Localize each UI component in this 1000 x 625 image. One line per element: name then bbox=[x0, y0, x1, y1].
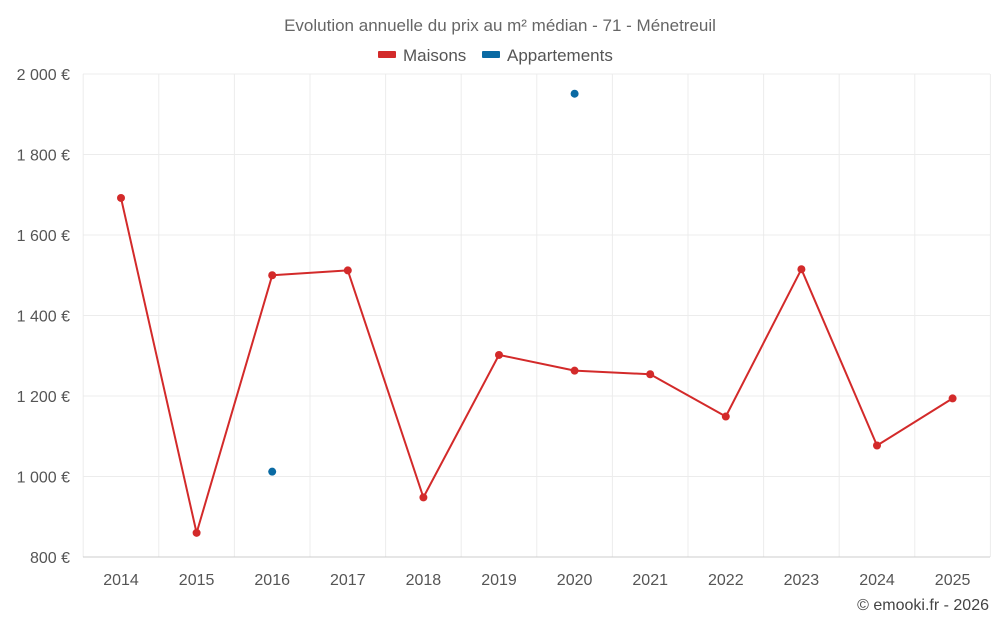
y-tick-label: 1 000 € bbox=[17, 470, 70, 487]
legend-item-appartements[interactable]: Appartements bbox=[482, 46, 613, 65]
data-point-maisons-2018[interactable] bbox=[419, 493, 428, 502]
legend-label-maisons: Maisons bbox=[403, 46, 466, 65]
x-tick-label: 2023 bbox=[784, 572, 820, 589]
x-tick-label: 2025 bbox=[935, 572, 971, 589]
data-point-maisons-2016[interactable] bbox=[268, 271, 277, 280]
data-point-maisons-2017[interactable] bbox=[343, 266, 352, 275]
x-tick-label: 2017 bbox=[330, 572, 366, 589]
y-tick-label: 1 200 € bbox=[17, 389, 70, 406]
legend-swatch-maisons bbox=[378, 51, 396, 58]
x-tick-label: 2016 bbox=[254, 572, 290, 589]
y-tick-label: 1 800 € bbox=[17, 148, 70, 165]
data-point-maisons-2022[interactable] bbox=[721, 412, 730, 421]
data-point-maisons-2015[interactable] bbox=[192, 528, 201, 537]
x-tick-label: 2015 bbox=[179, 572, 215, 589]
y-tick-label: 1 600 € bbox=[17, 228, 70, 245]
legend-swatch-appartements bbox=[482, 51, 500, 58]
data-point-maisons-2019[interactable] bbox=[495, 350, 503, 359]
data-point-maisons-2014[interactable] bbox=[117, 193, 125, 202]
credit-text: © emooki.fr - 2026 bbox=[857, 597, 989, 614]
x-tick-label: 2021 bbox=[632, 572, 668, 589]
data-point-maisons-2025[interactable] bbox=[948, 394, 957, 403]
x-tick-label: 2018 bbox=[406, 572, 442, 589]
data-point-appartements-2016[interactable] bbox=[268, 467, 277, 476]
y-tick-label: 1 400 € bbox=[17, 309, 70, 326]
gridlines bbox=[82, 73, 991, 557]
legend: Maisons Appartements bbox=[378, 46, 613, 65]
x-axis: 2014 2015 2016 2017 2018 2019 2020 2021 2022 2023… bbox=[83, 556, 990, 589]
y-axis: 800 € 1 000 € 1 200 € 1 400 € 1 600 € 1 800 €… bbox=[17, 67, 70, 567]
data-point-appartements-2020[interactable] bbox=[570, 89, 579, 98]
x-tick-label: 2019 bbox=[481, 572, 517, 589]
x-tick-label: 2014 bbox=[103, 572, 139, 589]
legend-label-appartements: Appartements bbox=[507, 46, 613, 65]
data-point-maisons-2021[interactable] bbox=[646, 370, 655, 379]
x-tick-label: 2020 bbox=[557, 572, 593, 589]
y-tick-label: 2 000 € bbox=[17, 67, 70, 84]
series-line-maisons bbox=[120, 197, 954, 534]
chart-title: Evolution annuelle du prix au m² médian … bbox=[284, 16, 716, 35]
x-tick-label: 2022 bbox=[708, 572, 744, 589]
data-point-maisons-2024[interactable] bbox=[873, 441, 881, 450]
legend-item-maisons[interactable]: Maisons bbox=[378, 46, 466, 65]
data-point-maisons-2020[interactable] bbox=[570, 366, 579, 375]
y-tick-label: 800 € bbox=[30, 550, 70, 567]
series-layer bbox=[117, 89, 957, 537]
x-tick-label: 2024 bbox=[859, 572, 895, 589]
data-point-maisons-2023[interactable] bbox=[797, 265, 806, 274]
